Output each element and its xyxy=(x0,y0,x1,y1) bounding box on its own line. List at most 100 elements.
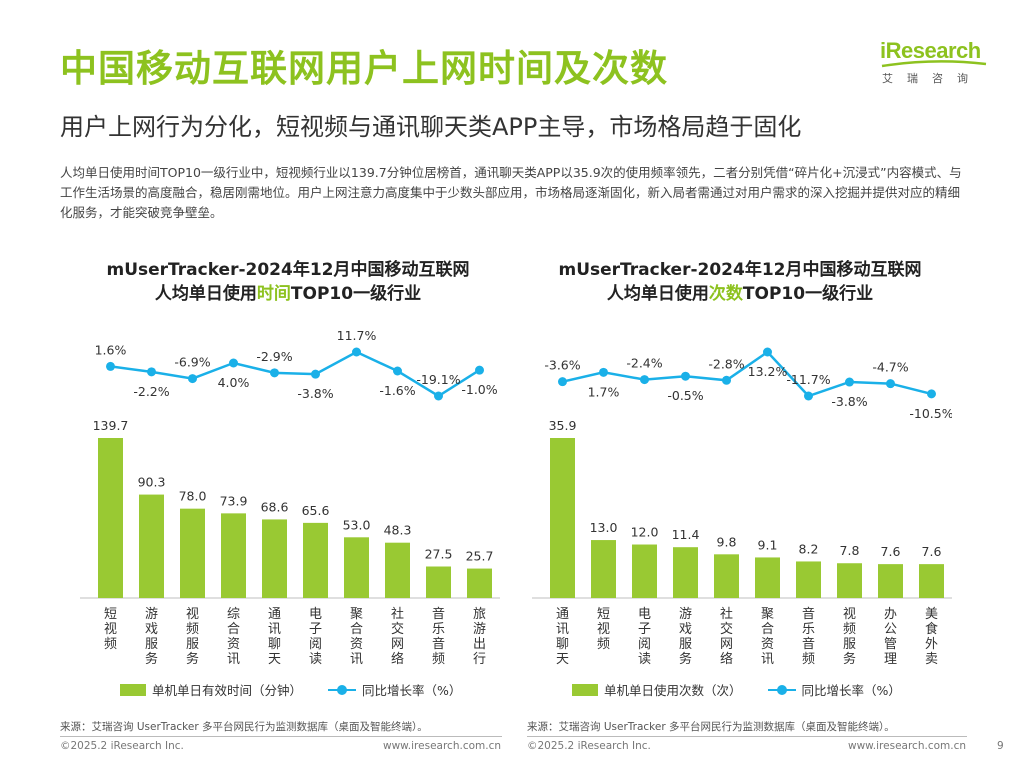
category-label: 子 xyxy=(309,622,322,637)
bar xyxy=(714,554,739,598)
bar-value-label: 7.8 xyxy=(840,543,860,558)
category-label: 交 xyxy=(720,621,733,637)
growth-rate-point xyxy=(475,365,484,375)
footer-copyright: ©2025.2 iResearch Inc. xyxy=(60,740,184,752)
bar-value-label: 12.0 xyxy=(631,525,659,540)
footer-divider xyxy=(60,736,502,737)
growth-rate-line xyxy=(562,350,932,398)
category-label: 行 xyxy=(473,652,486,667)
legend-bar-swatch xyxy=(120,683,146,696)
category-label: 讯 xyxy=(227,652,240,667)
page-subtitle: 用户上网行为分化，短视频与通讯聊天类APP主导，市场格局趋于固化 xyxy=(60,113,802,141)
category-label: 音 xyxy=(802,606,815,622)
category-label: 美 xyxy=(925,607,938,622)
category-label: 公 xyxy=(884,622,897,637)
category-label: 务 xyxy=(843,651,856,667)
category-label: 合 xyxy=(227,622,240,637)
chart-legend-count: 单机单日使用次数（次） 同比增长率（%） xyxy=(572,680,901,699)
category-label: 合 xyxy=(761,622,774,637)
footer-copyright: ©2025.2 iResearch Inc. xyxy=(527,740,651,752)
category-label: 通 xyxy=(268,607,281,622)
category-label: 聚 xyxy=(350,607,363,622)
category-label: 办 xyxy=(884,607,897,622)
bar-value-label: 11.4 xyxy=(672,527,700,542)
count-bar-line-chart: 35.9通讯聊天13.0短视频12.0电子阅读11.4游戏服务9.8社交网络9.… xyxy=(532,347,952,667)
logo-subtitle: 艾瑞咨询 xyxy=(882,72,982,85)
growth-rate-label: -3.8% xyxy=(831,394,867,409)
growth-rate-label: -0.5% xyxy=(667,388,703,403)
category-label: 络 xyxy=(391,651,404,667)
legend-line-label: 同比增长率（%） xyxy=(362,683,462,698)
footer-url[interactable]: www.iresearch.com.cn xyxy=(848,740,967,752)
footer-url[interactable]: www.iresearch.com.cn xyxy=(383,740,502,752)
growth-rate-point xyxy=(845,377,854,387)
category-label: 讯 xyxy=(761,652,774,667)
logo-swoosh-icon xyxy=(881,60,987,68)
bar xyxy=(837,563,862,598)
growth-rate-point xyxy=(393,366,402,376)
growth-rate-point xyxy=(352,347,361,357)
category-label: 读 xyxy=(309,652,322,667)
bar-value-label: 9.8 xyxy=(717,534,737,549)
bar xyxy=(180,508,205,598)
page-number: 9 xyxy=(997,740,1004,752)
legend-bar-label: 单机单日使用次数（次） xyxy=(604,683,742,698)
bar-value-label: 13.0 xyxy=(590,520,618,535)
bar xyxy=(673,547,698,598)
category-label: 阅 xyxy=(638,637,651,652)
growth-rate-label: -11.7% xyxy=(786,372,830,387)
bar-value-label: 9.1 xyxy=(758,537,778,552)
category-label: 频 xyxy=(843,622,856,637)
bar xyxy=(139,494,164,598)
growth-rate-point xyxy=(927,389,936,399)
bar xyxy=(385,542,410,598)
category-label: 络 xyxy=(720,651,733,667)
bar-value-label: 48.3 xyxy=(384,523,412,538)
growth-rate-point xyxy=(229,358,238,368)
growth-rate-label: 11.7% xyxy=(337,330,377,343)
time-bar-line-chart: 139.7短视频90.3游戏服务78.0视频服务73.9综合资讯68.6通讯聊天… xyxy=(80,330,500,667)
growth-rate-line xyxy=(110,350,481,398)
category-label: 综 xyxy=(227,607,240,622)
growth-rate-point xyxy=(270,368,279,378)
category-label: 读 xyxy=(638,652,651,667)
bar-value-label: 68.6 xyxy=(261,499,289,514)
bar xyxy=(98,438,123,598)
growth-rate-point xyxy=(599,367,608,377)
growth-rate-label: -3.8% xyxy=(297,386,333,401)
bar xyxy=(591,540,616,598)
category-label: 子 xyxy=(638,622,651,637)
category-label: 务 xyxy=(145,651,158,667)
bar xyxy=(919,564,944,598)
category-label: 音 xyxy=(432,606,445,622)
category-label: 视 xyxy=(104,622,117,637)
category-label: 频 xyxy=(432,652,445,667)
bar-value-label: 25.7 xyxy=(466,549,494,564)
bar-value-label: 27.5 xyxy=(425,547,453,562)
category-label: 视 xyxy=(843,607,856,622)
category-label: 乐 xyxy=(802,622,815,637)
source-note-count: 来源：艾瑞咨询 UserTracker 多平台网民行为监测数据库（桌面及智能终端… xyxy=(527,721,895,733)
category-label: 阅 xyxy=(309,637,322,652)
category-label: 通 xyxy=(556,607,569,622)
category-label: 网 xyxy=(720,637,733,652)
growth-rate-label: -1.6% xyxy=(379,383,415,398)
category-label: 戏 xyxy=(145,622,158,637)
growth-rate-label: -3.6% xyxy=(544,358,580,373)
bar-value-label: 73.9 xyxy=(220,493,248,508)
growth-rate-label: -10.5% xyxy=(909,406,952,421)
bar xyxy=(303,522,328,598)
bar-value-label: 7.6 xyxy=(881,544,901,559)
bar-value-label: 90.3 xyxy=(138,475,166,490)
legend-bar-label: 单机单日有效时间（分钟） xyxy=(152,683,303,698)
growth-rate-label: -2.2% xyxy=(133,384,169,399)
bar xyxy=(878,564,903,598)
growth-rate-point xyxy=(106,361,115,371)
growth-rate-point xyxy=(640,375,649,385)
category-label: 游 xyxy=(679,607,692,622)
category-label: 讯 xyxy=(556,622,569,637)
bar-value-label: 65.6 xyxy=(302,503,330,518)
category-label: 音 xyxy=(432,636,445,652)
category-label: 电 xyxy=(309,607,322,622)
category-label: 音 xyxy=(802,636,815,652)
